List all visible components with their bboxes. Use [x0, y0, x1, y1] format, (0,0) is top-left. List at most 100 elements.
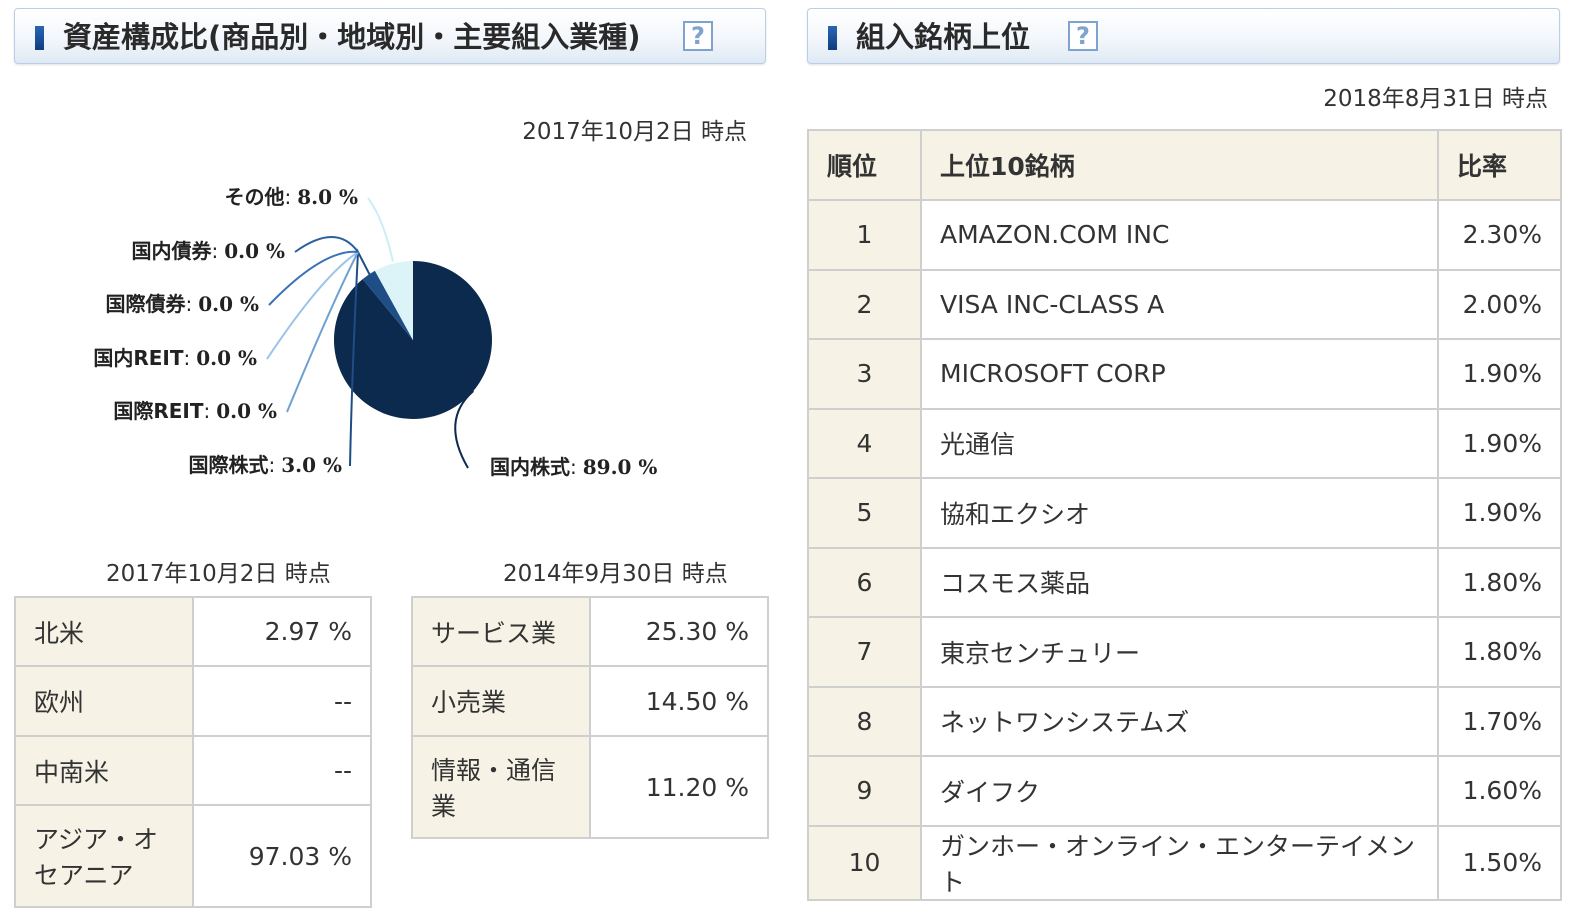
row-label: 欧州 — [14, 665, 194, 737]
pie-leader-line — [268, 250, 359, 306]
holding-name-cell: ダイフク — [920, 755, 1439, 827]
pie-leader-line — [266, 251, 359, 360]
holding-name-cell: MICROSOFT CORP — [920, 338, 1439, 410]
ratio-cell: 1.80% — [1437, 616, 1562, 688]
rank-cell: 9 — [807, 755, 922, 827]
holding-name-cell: コスモス薬品 — [920, 546, 1439, 618]
ratio-header: 比率 — [1437, 129, 1562, 201]
rank-cell: 10 — [807, 824, 922, 901]
pie-slice-value: 0.0 % — [224, 239, 285, 263]
rank-cell: 4 — [807, 407, 922, 479]
pie-slice-separator: : — [203, 399, 210, 423]
rank-cell: 5 — [807, 477, 922, 549]
pie-slice — [333, 261, 492, 419]
pie-leader-line — [286, 251, 359, 413]
pie-slice-name: 国内REIT — [93, 346, 184, 370]
asset-panel-header: 資産構成比(商品別・地域別・主要組入業種) ? — [14, 8, 766, 64]
pie-slice-separator: : — [185, 292, 192, 316]
region-table: 北米 2.97 % 欧州 -- 中南米 -- アジア・オセアニア 97.03 % — [14, 596, 372, 908]
table-row: アジア・オセアニア 97.03 % — [14, 804, 372, 908]
row-label: サービス業 — [411, 596, 591, 667]
holding-name-cell: 光通信 — [920, 407, 1439, 479]
table-row: 7 東京センチュリー 1.80% — [807, 616, 1562, 688]
pie-slice-label: その他: 8.0 % — [224, 185, 358, 209]
row-value: 2.97 % — [192, 596, 372, 667]
pie-slice-separator: : — [268, 453, 275, 477]
pie-slice-value: 0.0 % — [198, 292, 259, 316]
pie-slice-value: 3.0 % — [281, 453, 342, 477]
row-label: 中南米 — [14, 735, 194, 806]
help-icon[interactable]: ? — [683, 21, 713, 51]
rank-cell: 3 — [807, 338, 922, 410]
table-row: 6 コスモス薬品 1.80% — [807, 546, 1562, 618]
industry-table: サービス業 25.30 % 小売業 14.50 % 情報・通信業 11.20 % — [411, 596, 769, 839]
pie-slice-label: 国内債券: 0.0 % — [131, 239, 285, 263]
holdings-panel-header: 組入銘柄上位 ? — [807, 8, 1560, 64]
holding-name-cell: AMAZON.COM INC — [920, 199, 1439, 271]
pie-slice-name: 国内株式 — [490, 455, 570, 479]
rank-cell: 7 — [807, 616, 922, 688]
table-row: 10 ガンホー・オンライン・エンターテイメント 1.50% — [807, 824, 1562, 901]
header-accent-bar — [35, 26, 44, 50]
ratio-cell: 2.00% — [1437, 268, 1562, 340]
name-header: 上位10銘柄 — [920, 129, 1439, 201]
pie-labels: 国内株式: 89.0 %国際株式: 3.0 %国際REIT: 0.0 %国内REIT:… — [93, 185, 657, 479]
pie-slice-name: 国際株式 — [188, 453, 268, 477]
header-accent-bar — [828, 26, 837, 50]
pie-slice-separator: : — [570, 455, 577, 479]
row-label: 小売業 — [411, 665, 591, 737]
table-row: 欧州 -- — [14, 665, 372, 737]
table-row: 9 ダイフク 1.60% — [807, 755, 1562, 827]
rank-cell: 6 — [807, 546, 922, 618]
ratio-cell: 1.90% — [1437, 407, 1562, 479]
table-row: 8 ネットワンシステムズ 1.70% — [807, 685, 1562, 757]
pie-slice-name: 国内債券 — [131, 239, 212, 263]
pie-slice-label: 国内株式: 89.0 % — [490, 455, 657, 479]
pie-slice-value: 0.0 % — [196, 346, 257, 370]
pie-leader-lines — [266, 197, 474, 469]
ratio-cell: 2.30% — [1437, 199, 1562, 271]
row-value: 97.03 % — [192, 804, 372, 908]
table-row: 4 光通信 1.90% — [807, 407, 1562, 479]
pie-asof-date: 2017年10月2日 時点 — [522, 119, 747, 145]
holding-name-cell: ガンホー・オンライン・エンターテイメント — [920, 824, 1439, 901]
pie-slice — [374, 261, 413, 340]
ratio-cell: 1.80% — [1437, 546, 1562, 618]
table-row: 中南米 -- — [14, 735, 372, 806]
pie-slice-label: 国内REIT: 0.0 % — [93, 346, 257, 370]
asset-panel-title: 資産構成比(商品別・地域別・主要組入業種) — [63, 20, 641, 54]
row-value: 25.30 % — [589, 596, 769, 667]
help-icon[interactable]: ? — [1068, 21, 1098, 51]
pie-slice-name: その他 — [224, 185, 284, 209]
row-value: 14.50 % — [589, 665, 769, 737]
pie-slice-value: 8.0 % — [297, 185, 358, 209]
ratio-cell: 1.90% — [1437, 477, 1562, 549]
pie-slice-value: 0.0 % — [216, 399, 277, 423]
region-asof-date: 2017年10月2日 時点 — [106, 561, 331, 587]
table-row: 1 AMAZON.COM INC 2.30% — [807, 199, 1562, 271]
holdings-panel-title: 組入銘柄上位 — [856, 20, 1031, 54]
row-label: アジア・オセアニア — [14, 804, 194, 908]
ratio-cell: 1.90% — [1437, 338, 1562, 410]
table-row: 北米 2.97 % — [14, 596, 372, 667]
table-header-row: 順位 上位10銘柄 比率 — [807, 129, 1562, 201]
holding-name-cell: 協和エクシオ — [920, 477, 1439, 549]
pie-slice-label: 国際株式: 3.0 % — [188, 453, 342, 477]
asset-pie-chart: 国内株式: 89.0 %国際株式: 3.0 %国際REIT: 0.0 %国内REIT:… — [93, 185, 657, 479]
pie-slice-separator: : — [183, 346, 190, 370]
rank-header: 順位 — [807, 129, 922, 201]
ratio-cell: 1.60% — [1437, 755, 1562, 827]
rank-cell: 2 — [807, 268, 922, 340]
rank-cell: 1 — [807, 199, 922, 271]
table-row: 2 VISA INC-CLASS A 2.00% — [807, 268, 1562, 340]
table-row: 5 協和エクシオ 1.90% — [807, 477, 1562, 549]
pie-leader-line — [454, 390, 474, 469]
pie-slice-separator: : — [284, 185, 291, 209]
row-label: 北米 — [14, 596, 194, 667]
pie-leader-line — [367, 197, 394, 262]
industry-asof-date: 2014年9月30日 時点 — [503, 561, 728, 587]
top-holdings-table: 順位 上位10銘柄 比率 1 AMAZON.COM INC 2.30% 2 VISA I… — [807, 129, 1562, 901]
pie-leader-line — [294, 236, 359, 253]
table-row: サービス業 25.30 % — [411, 596, 769, 667]
row-value: -- — [192, 665, 372, 737]
